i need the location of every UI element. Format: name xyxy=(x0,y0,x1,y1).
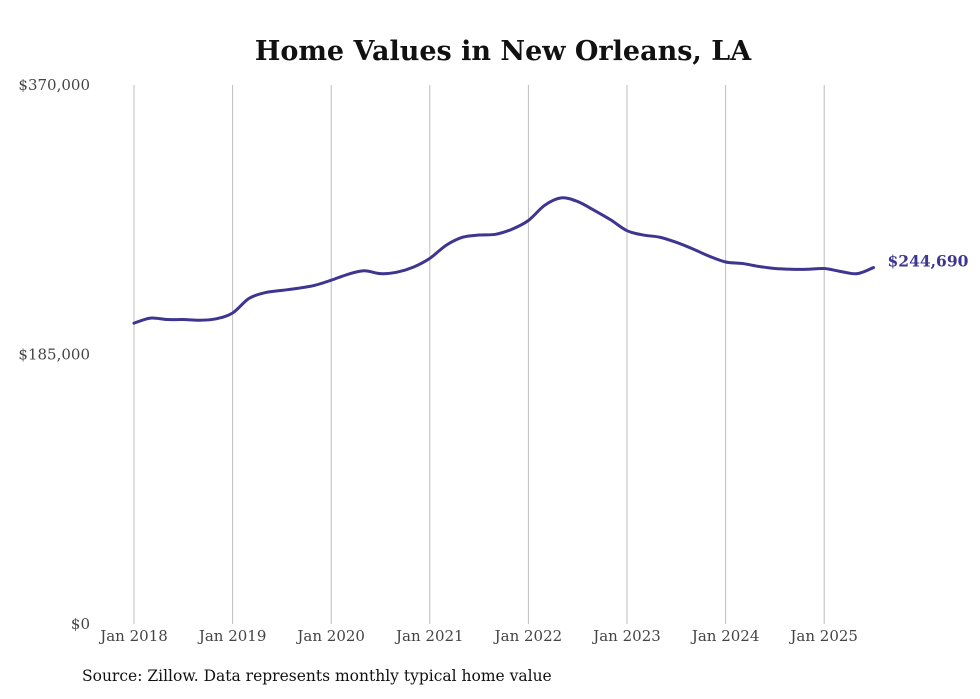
x-tick-label: Jan 2025 xyxy=(788,627,858,645)
x-tick-label: Jan 2018 xyxy=(98,627,168,645)
y-tick-label: $370,000 xyxy=(18,76,90,94)
series-layer xyxy=(132,196,875,325)
series-line xyxy=(132,196,875,325)
y-tick-label: $185,000 xyxy=(18,346,90,364)
x-tick-label: Jan 2020 xyxy=(295,627,365,645)
y-axis-ticks: $0 $185,000 $370,000 xyxy=(18,76,90,633)
end-value-label: $244,690 xyxy=(888,252,969,271)
x-axis-ticks: Jan 2018 Jan 2019 Jan 2020 Jan 2021 Jan 2022… xyxy=(98,627,858,645)
x-tick-label: Jan 2019 xyxy=(197,627,267,645)
x-tick-label: Jan 2024 xyxy=(690,627,760,645)
x-tick-label: Jan 2021 xyxy=(394,627,464,645)
chart-title: Home Values in New Orleans, LA xyxy=(255,36,752,67)
y-tick-label: $0 xyxy=(71,615,90,633)
x-tick-label: Jan 2023 xyxy=(591,627,661,645)
grid-lines xyxy=(133,85,825,624)
source-note: Source: Zillow. Data represents monthly … xyxy=(82,667,552,685)
x-tick-label: Jan 2022 xyxy=(493,627,563,645)
